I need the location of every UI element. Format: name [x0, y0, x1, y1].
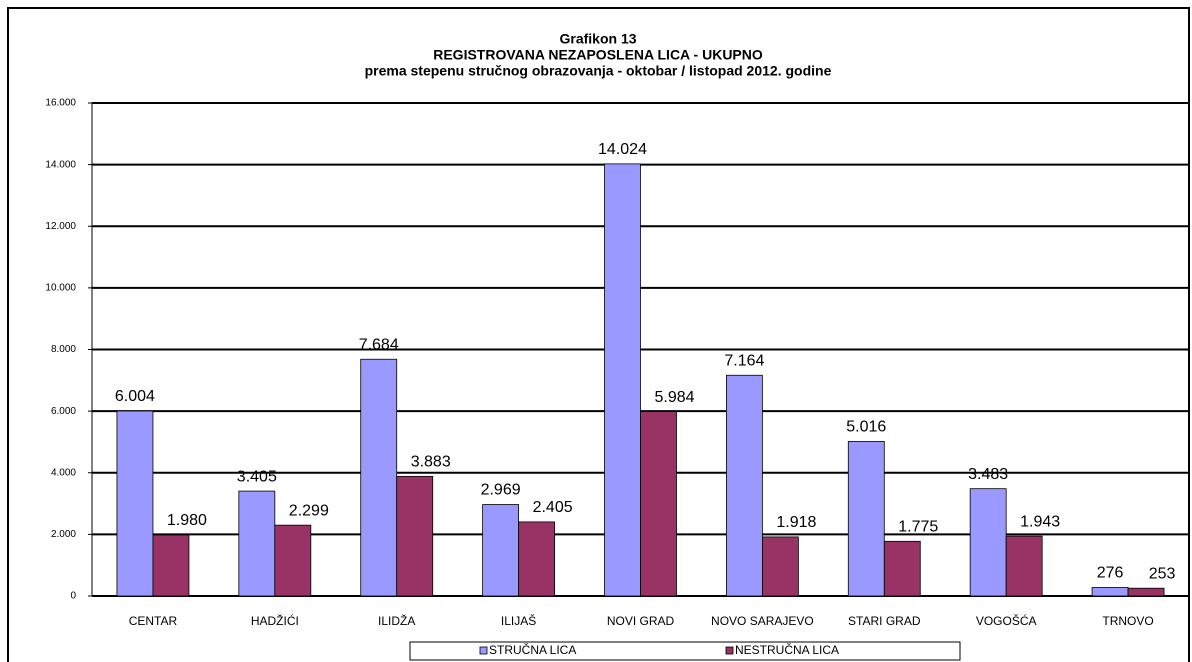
data-label: 2.405 — [533, 499, 573, 516]
bar — [604, 163, 641, 597]
bar — [518, 521, 556, 597]
data-label: 1.918 — [776, 514, 816, 531]
x-tick-label: ILIJAŠ — [501, 613, 536, 628]
data-label: 276 — [1097, 565, 1124, 582]
y-tick-label: 2.000 — [51, 529, 76, 540]
bar — [274, 524, 312, 597]
bar — [396, 475, 434, 597]
bar — [482, 504, 520, 597]
x-tick-label: HADŽIĆI — [251, 613, 299, 628]
bar — [883, 540, 921, 597]
bar — [640, 411, 677, 597]
y-tick-label: 10.000 — [45, 283, 76, 294]
x-tick-label: ILIDŽA — [378, 613, 415, 628]
legend-box — [409, 641, 961, 661]
bar — [360, 358, 398, 597]
data-label: 1.943 — [1020, 513, 1060, 530]
chart-title: Grafikon 13 — [559, 31, 636, 47]
data-label: 3.883 — [411, 454, 451, 471]
y-tick-label: 8.000 — [51, 344, 76, 355]
data-label: 2.969 — [481, 482, 521, 499]
bar — [238, 490, 276, 597]
x-tick-label: CENTAR — [129, 614, 178, 628]
chart-subtitle: prema stepenu stručnog obrazovanja - okt… — [365, 63, 832, 79]
bar — [1091, 587, 1129, 597]
x-tick-label: VOGOŠĆA — [976, 613, 1037, 628]
y-tick-label: 14.000 — [45, 159, 76, 170]
data-label: 1.980 — [167, 512, 207, 529]
data-label: 3.405 — [237, 468, 277, 485]
data-label: 5.016 — [846, 419, 886, 436]
data-label: 5.984 — [654, 389, 694, 406]
bar — [969, 488, 1007, 597]
x-tick-label: NOVO SARAJEVO — [711, 614, 814, 628]
y-tick-label: 12.000 — [45, 221, 76, 232]
data-label: 1.775 — [898, 519, 938, 536]
data-label: 7.164 — [724, 352, 764, 369]
chart-subtitle: REGISTROVANA NEZAPOSLENA LICA - UKUPNO — [433, 47, 763, 63]
legend-swatch — [479, 646, 488, 655]
y-tick-label: 4.000 — [51, 467, 76, 478]
legend-label: NESTRUČNA LICA — [735, 642, 839, 657]
bar — [761, 536, 799, 597]
legend-swatch — [725, 646, 734, 655]
x-tick-label: TRNOVO — [1102, 614, 1153, 628]
x-tick-label: NOVI GRAD — [607, 614, 675, 628]
x-tick-label: STARI GRAD — [848, 614, 921, 628]
bar — [725, 374, 763, 597]
bar — [152, 534, 190, 597]
bar — [847, 441, 885, 597]
y-tick-label: 0 — [70, 591, 76, 602]
y-tick-label: 16.000 — [45, 98, 76, 109]
data-label: 14.024 — [598, 141, 647, 158]
data-label: 6.004 — [115, 388, 155, 405]
data-label: 253 — [1149, 565, 1176, 582]
data-label: 2.299 — [289, 502, 329, 519]
bar — [1005, 535, 1043, 597]
y-tick-label: 6.000 — [51, 406, 76, 417]
bar — [116, 410, 154, 597]
data-label: 7.684 — [359, 336, 399, 353]
legend-label: STRUČNA LICA — [489, 642, 576, 657]
data-label: 3.483 — [968, 466, 1008, 483]
bar — [1127, 587, 1165, 597]
